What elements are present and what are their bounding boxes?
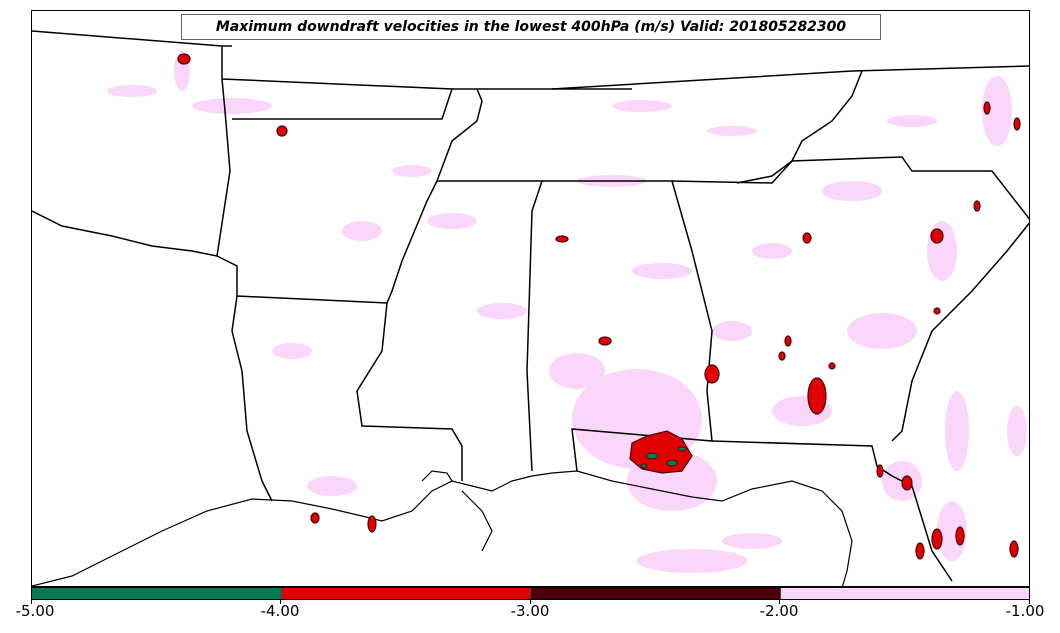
map-title: Maximum downdraft velocities in the lowe…	[181, 14, 881, 40]
state-boundaries	[32, 30, 1029, 582]
colorbar-segment-3	[530, 588, 780, 599]
colorbar-tick-label: -3.00	[510, 602, 550, 620]
map-canvas	[32, 30, 1029, 586]
colorbar-tick	[530, 600, 531, 604]
colorbar-segment-4	[779, 588, 1029, 599]
colorbar-tick	[280, 600, 281, 604]
downdraft-light-field	[107, 51, 1027, 573]
colorbar-tick	[779, 600, 780, 604]
map-panel	[31, 10, 1030, 587]
colorbar-tick	[31, 600, 32, 604]
colorbar-tick-label: -4.00	[260, 602, 300, 620]
downdraft-extreme-cores	[640, 446, 687, 469]
gulf-coastline	[32, 470, 853, 586]
colorbar-tick-label: -5.00	[15, 602, 55, 620]
colorbar-segment-1	[32, 588, 281, 599]
colorbar	[31, 587, 1030, 600]
colorbar-tick-label: -1.00	[1005, 602, 1045, 620]
colorbar-tick	[1029, 600, 1030, 604]
colorbar-segment-2	[280, 588, 530, 599]
colorbar-tick-label: -2.00	[759, 602, 799, 620]
